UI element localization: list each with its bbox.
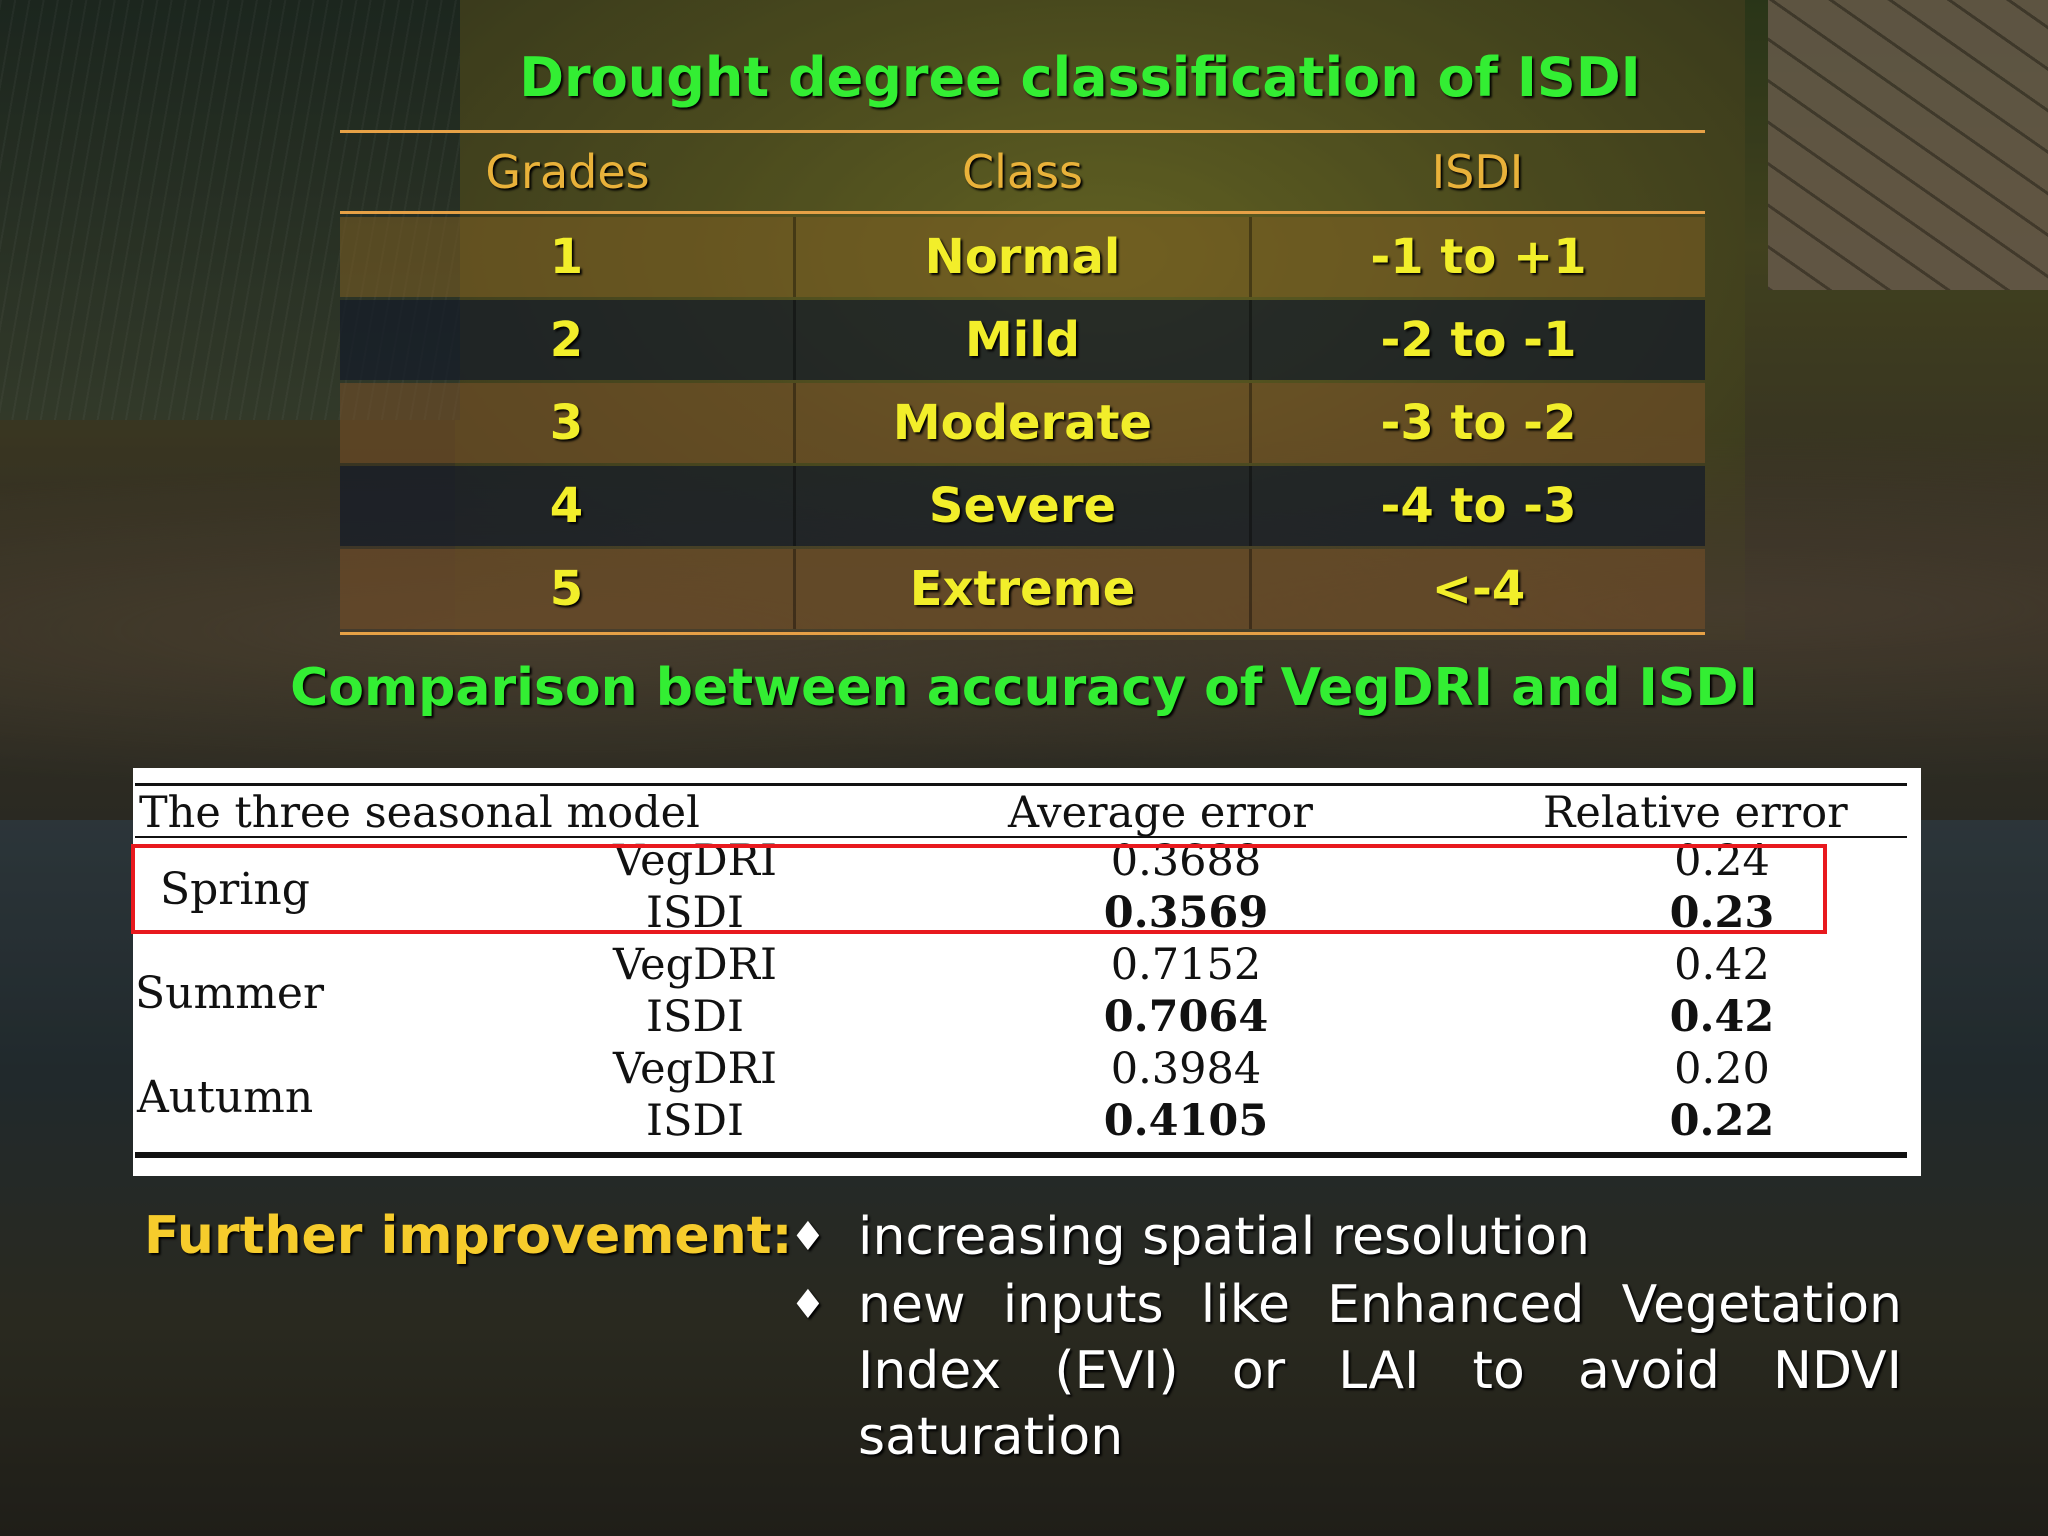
average-error-value: 0.7064 bbox=[1103, 992, 1269, 1042]
table-top-rule bbox=[135, 783, 1907, 786]
list-item: ♦ new inputs like Enhanced Vegetation In… bbox=[790, 1272, 1902, 1470]
season-label: Autumn bbox=[137, 1072, 314, 1123]
cell-grade: 2 bbox=[340, 300, 796, 380]
table-bottom-rule bbox=[340, 632, 1705, 635]
average-error-value: 0.4105 bbox=[1103, 1096, 1269, 1146]
model-label: VegDRI bbox=[613, 940, 777, 990]
table-row: 4 Severe -4 to -3 bbox=[340, 466, 1705, 546]
relative-error-value: 0.20 bbox=[1674, 1044, 1770, 1094]
slide-title: Drought degree classification of ISDI bbox=[519, 46, 1641, 109]
list-item-text: increasing spatial resolution bbox=[858, 1207, 1590, 1267]
cell-class: Severe bbox=[796, 466, 1252, 546]
table-row: 5 Extreme <-4 bbox=[340, 549, 1705, 629]
model-label: ISDI bbox=[646, 992, 744, 1042]
comparison-title: Comparison between accuracy of VegDRI an… bbox=[290, 658, 1758, 718]
diamond-bullet-icon: ♦ bbox=[790, 1282, 826, 1328]
table-row: 1 Normal -1 to +1 bbox=[340, 217, 1705, 297]
table-row: 2 Mild -2 to -1 bbox=[340, 300, 1705, 380]
cell-grade: 1 bbox=[340, 217, 796, 297]
average-error-value: 0.7152 bbox=[1110, 940, 1262, 990]
average-error-value: 0.3569 bbox=[1103, 888, 1269, 938]
header-class: Class bbox=[961, 145, 1084, 199]
cell-isdi: <-4 bbox=[1431, 561, 1526, 617]
further-improvement-label: Further improvement: bbox=[144, 1206, 793, 1266]
comparison-table: The three seasonal model Average error R… bbox=[131, 768, 1921, 1176]
cell-class: Mild bbox=[796, 300, 1252, 380]
cell-isdi: -2 to -1 bbox=[1380, 312, 1577, 368]
header-seasonal-model: The three seasonal model bbox=[139, 788, 700, 838]
header-isdi: ISDI bbox=[1431, 145, 1524, 199]
cell-isdi: -4 to -3 bbox=[1380, 478, 1577, 534]
cell-class: Normal bbox=[796, 217, 1252, 297]
cell-isdi: -3 to -2 bbox=[1380, 395, 1577, 451]
diamond-bullet-icon: ♦ bbox=[790, 1214, 826, 1260]
season-label: Summer bbox=[135, 968, 324, 1019]
model-label: ISDI bbox=[646, 888, 744, 938]
cell-grade: 5 bbox=[340, 549, 796, 629]
relative-error-value: 0.23 bbox=[1669, 888, 1775, 938]
model-label: VegDRI bbox=[613, 1044, 777, 1094]
header-average-error: Average error bbox=[1008, 788, 1313, 838]
average-error-value: 0.3984 bbox=[1110, 1044, 1262, 1094]
cell-isdi: -1 to +1 bbox=[1370, 229, 1587, 285]
cell-class: Moderate bbox=[796, 383, 1252, 463]
table-bottom-rule bbox=[135, 1152, 1907, 1158]
table-header-row: Grades Class ISDI bbox=[340, 133, 1705, 211]
relative-error-value: 0.22 bbox=[1669, 1096, 1775, 1146]
table-header-rule bbox=[340, 211, 1705, 214]
relative-error-value: 0.42 bbox=[1674, 940, 1770, 990]
list-item: ♦ increasing spatial resolution bbox=[790, 1204, 1902, 1270]
improvement-list: ♦ increasing spatial resolution ♦ new in… bbox=[790, 1204, 1902, 1470]
table-row: 3 Moderate -3 to -2 bbox=[340, 383, 1705, 463]
season-label: Spring bbox=[160, 864, 310, 915]
header-grades: Grades bbox=[485, 145, 650, 199]
spring-highlight-box bbox=[131, 844, 1827, 934]
cell-grade: 3 bbox=[340, 383, 796, 463]
relative-error-value: 0.42 bbox=[1669, 992, 1775, 1042]
list-item-text: new inputs like Enhanced Vegetation Inde… bbox=[858, 1275, 1902, 1467]
table-header-rule bbox=[135, 836, 1907, 838]
drought-grades-table: Grades Class ISDI 1 Normal -1 to +1 2 Mi… bbox=[340, 130, 1705, 635]
table-top-rule bbox=[340, 130, 1705, 133]
model-label: ISDI bbox=[646, 1096, 744, 1146]
cell-grade: 4 bbox=[340, 466, 796, 546]
cell-class: Extreme bbox=[796, 549, 1252, 629]
header-relative-error: Relative error bbox=[1543, 788, 1848, 838]
